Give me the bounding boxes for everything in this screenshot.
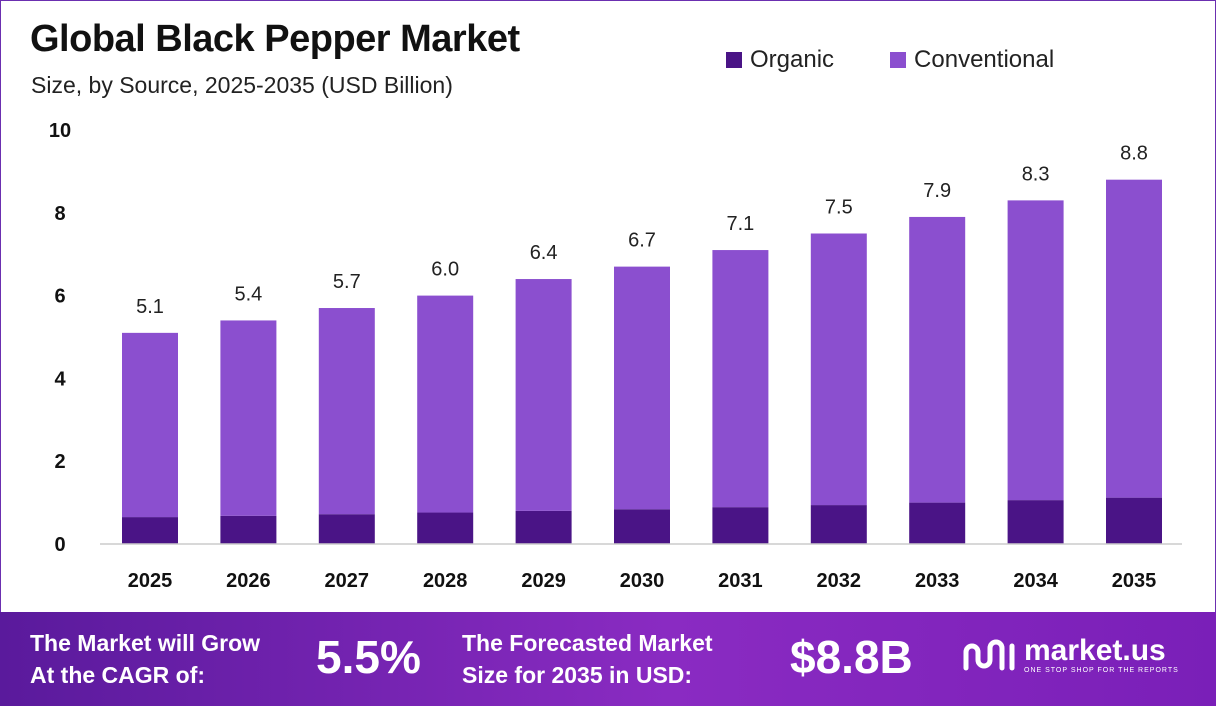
bar-organic-2031 (712, 507, 769, 544)
x-tick-label-2033: 2033 (915, 570, 960, 592)
chart-subtitle: Size, by Source, 2025-2035 (USD Billion) (31, 72, 453, 98)
bar-conventional-2032 (810, 233, 867, 506)
data-label-2034: 8.3 (1022, 163, 1050, 185)
legend-swatch-conventional (890, 52, 907, 68)
market-us-logo-icon (963, 639, 1015, 670)
brand-name: market.us (1024, 634, 1166, 667)
bar-organic-2030 (614, 509, 670, 544)
data-label-2032: 7.5 (825, 197, 853, 219)
x-tick-label-2028: 2028 (423, 570, 468, 592)
forecast-caption: The Forecasted Market Size for 2035 in U… (462, 627, 713, 691)
bar-organic-2034 (1007, 500, 1064, 544)
bar-conventional-2035 (1106, 179, 1162, 498)
bar-organic-2032 (810, 505, 867, 544)
y-tick-label-4: 8 (54, 203, 65, 225)
forecast-caption-line2: Size for 2035 in USD: (462, 662, 693, 688)
bar-conventional-2033 (909, 216, 966, 503)
data-label-2031: 7.1 (726, 213, 754, 235)
y-tick-label-3: 6 (54, 286, 65, 308)
data-label-2033: 7.9 (923, 180, 951, 202)
data-label-2027: 5.7 (333, 271, 361, 293)
bar-organic-2029 (515, 510, 572, 544)
x-tick-label-2025: 2025 (128, 570, 173, 592)
x-tick-label-2027: 2027 (325, 570, 370, 592)
x-tick-label-2030: 2030 (620, 570, 665, 592)
x-tick-label-2029: 2029 (521, 570, 566, 592)
chart-legend: Organic Conventional (726, 44, 1054, 76)
bar-organic-2033 (909, 502, 966, 544)
data-label-2035: 8.8 (1120, 143, 1148, 165)
cagr-caption-line2: At the CAGR of: (30, 662, 206, 688)
x-tick-label-2034: 2034 (1013, 570, 1058, 592)
cagr-caption: The Market will Grow At the CAGR of: (30, 627, 260, 691)
stacked-bar-chart: 0 2 4 6 8 10 5.1 2025 5.4 2026 5.7 2027 6.0 2028 6.4 20… (49, 120, 1182, 592)
bar-conventional-2027 (318, 308, 375, 515)
data-label-2026: 5.4 (234, 283, 262, 305)
legend-item-conventional: Conventional (890, 46, 1054, 74)
legend-swatch-organic (726, 52, 742, 68)
forecast-value: $8.8B (790, 631, 913, 683)
cagr-value: 5.5% (316, 631, 421, 683)
data-label-2029: 6.4 (530, 242, 558, 264)
x-tick-label-2026: 2026 (226, 570, 271, 592)
y-tick-label-2: 4 (54, 368, 66, 390)
bar-conventional-2026 (220, 320, 277, 516)
x-tick-label-2035: 2035 (1112, 570, 1157, 592)
brand-tagline: ONE STOP SHOP FOR THE REPORTS (1024, 667, 1179, 674)
legend-item-organic: Organic (726, 46, 834, 74)
footer-banner: The Market will Grow At the CAGR of: 5.5… (0, 612, 1216, 706)
legend-label-organic: Organic (750, 46, 835, 73)
chart-title: Global Black Pepper Market (30, 18, 520, 60)
forecast-caption-line1: The Forecasted Market (462, 630, 713, 656)
bar-conventional-2028 (417, 295, 474, 513)
brand: market.us ONE STOP SHOP FOR THE REPORTS (962, 636, 1179, 675)
y-tick-label-0: 0 (54, 534, 65, 556)
cagr-caption-line1: The Market will Grow (30, 630, 261, 656)
bar-organic-2026 (220, 515, 277, 544)
data-label-2025: 5.1 (136, 296, 164, 318)
data-label-2030: 6.7 (628, 230, 656, 252)
brand-text: market.us ONE STOP SHOP FOR THE REPORTS (1024, 636, 1179, 675)
bar-conventional-2034 (1007, 200, 1064, 501)
bar-conventional-2030 (614, 266, 670, 510)
x-tick-label-2031: 2031 (718, 570, 763, 592)
bar-organic-2028 (417, 512, 474, 544)
y-tick-label-1: 2 (54, 451, 65, 473)
bar-organic-2027 (318, 514, 375, 544)
bar-conventional-2025 (122, 332, 178, 518)
bar-organic-2035 (1106, 497, 1162, 544)
y-tick-label-5: 10 (49, 120, 71, 142)
bar-conventional-2031 (712, 250, 769, 508)
x-tick-label-2032: 2032 (817, 570, 862, 592)
bar-conventional-2029 (515, 279, 572, 511)
data-label-2028: 6.0 (431, 259, 459, 281)
legend-label-conventional: Conventional (914, 46, 1055, 73)
bar-organic-2025 (122, 517, 178, 544)
